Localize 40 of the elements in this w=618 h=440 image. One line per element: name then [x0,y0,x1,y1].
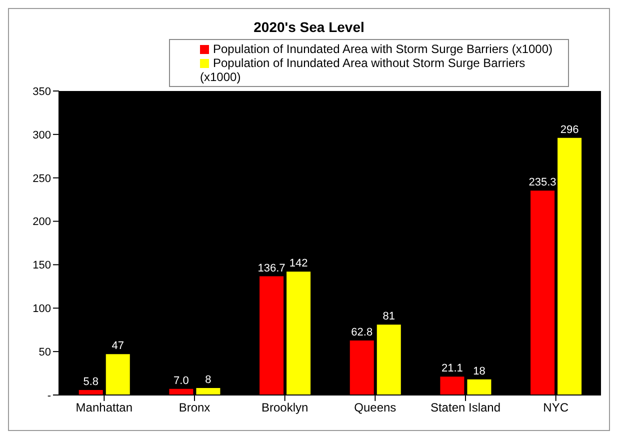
x-tick-label: Manhattan [76,400,133,415]
data-label: 142 [289,258,308,270]
data-label: 81 [382,310,395,323]
data-label: 21.1 [441,362,463,375]
y-tick-label: 100 [32,303,51,316]
bar [286,272,311,395]
data-label: 8 [205,374,212,386]
x-tick-label: NYC [543,400,569,415]
y-tick-label: 350 [32,86,51,98]
data-label: 136.7 [258,262,286,274]
x-tick-label: Brooklyn [261,400,308,415]
data-label: 5.8 [83,376,99,388]
chart-title: 2020's Sea Level [252,18,366,35]
bar [106,354,130,395]
bar [196,388,220,395]
bar [376,324,401,395]
bar [440,376,464,395]
bar [169,388,194,395]
bar [558,138,582,395]
data-label: 62.8 [351,326,373,338]
bar [350,340,374,395]
y-tick-label: 50 [38,346,51,358]
bar [467,379,492,395]
x-tick-label: Bronx [178,400,210,415]
data-label: 296 [560,124,579,136]
y-tick-label: 150 [32,260,51,272]
bar [260,276,284,395]
x-tick-label: Staten Island [430,400,501,415]
x-tick-label: Queens [354,400,396,415]
data-label: 7.0 [174,374,189,387]
data-label: 47 [112,340,124,352]
legend-label: Population of Inundated Area with Storm Surge Barriers (x1000) [213,42,553,56]
y-tick-label: - [47,390,52,402]
data-label: 235.3 [528,176,556,189]
legend-label: Population of Inundated Area without Storm Surge Barriers (x1000) [200,56,526,84]
bar [530,190,555,395]
y-tick-label: 300 [32,129,51,142]
y-tick-label: 200 [32,216,51,228]
y-tick-label: 250 [32,172,51,185]
data-label: 18 [473,365,486,378]
